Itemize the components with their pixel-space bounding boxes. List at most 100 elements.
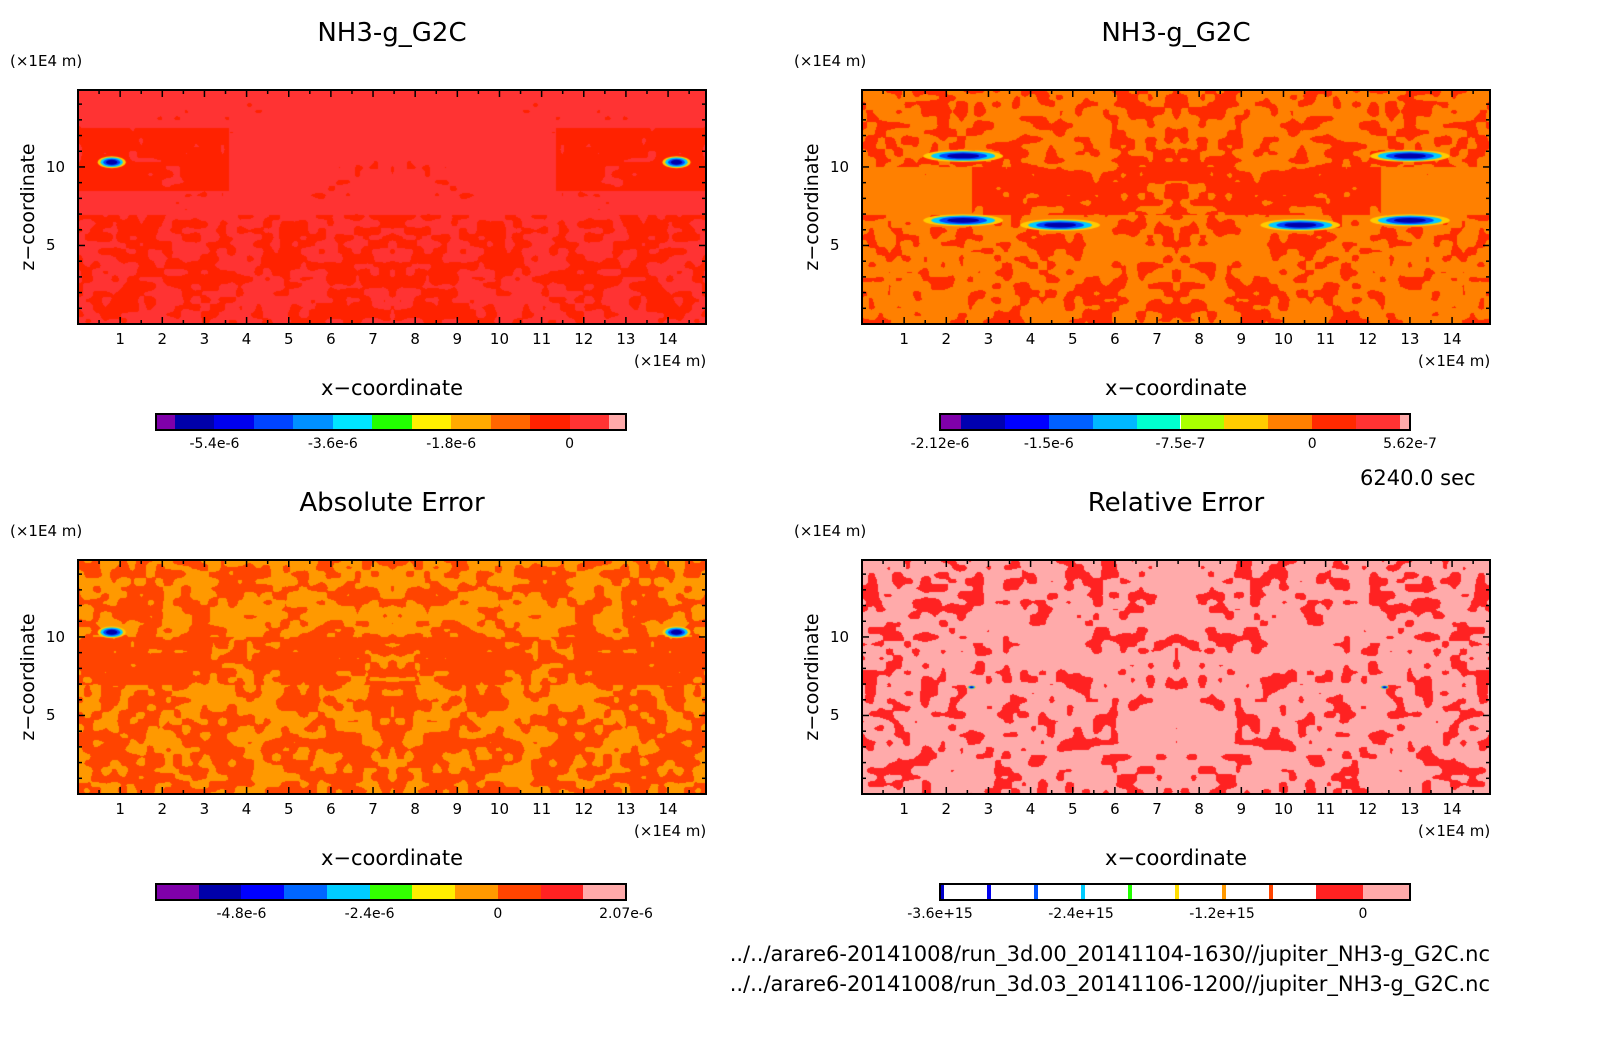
x-tick-label: 5 — [283, 800, 294, 818]
x-tick-label: 10 — [489, 800, 510, 818]
time-label: 6240.0 sec — [1360, 466, 1476, 490]
x-tick-label: 4 — [1025, 800, 1036, 818]
colorbar-tick-label: 2.07e-6 — [599, 906, 653, 922]
colorbar-segment — [1400, 414, 1410, 430]
colorbar-segment — [1356, 414, 1400, 430]
colorbar-tick-label: -4.8e-6 — [216, 906, 267, 922]
y-tick-label: 5 — [46, 706, 56, 725]
y-axis-label: z−coordinate — [17, 613, 39, 741]
colorbar-segment — [1222, 884, 1269, 900]
y-unit-label: (×1E4 m) — [794, 52, 867, 70]
x-tick-label: 6 — [326, 330, 336, 348]
x-tick-label: 2 — [941, 330, 952, 348]
x-tick-label: 14 — [658, 330, 678, 348]
x-axis-label: x−coordinate — [320, 376, 464, 400]
x-tick-label: 3 — [199, 800, 210, 818]
colorbar-segment — [490, 414, 531, 430]
contour-field — [862, 560, 1490, 794]
contour-field — [78, 90, 706, 324]
colorbar-segment — [175, 414, 215, 430]
file-path-2: ../../arare6-20141008/run_3d.03_20141106… — [729, 972, 1490, 996]
colorbar-segment — [156, 884, 199, 900]
x-tick-label: 9 — [452, 330, 463, 348]
colorbar-segment — [214, 414, 254, 430]
axis-ticks — [862, 90, 1490, 324]
x-unit-label: (×1E4 m) — [634, 822, 707, 840]
colorbar-frame — [155, 413, 627, 431]
colorbar-segment — [1136, 414, 1181, 430]
colorbar-segment — [293, 414, 333, 430]
colorbar-segment — [1316, 884, 1363, 900]
x-unit-label: (×1E4 m) — [634, 352, 707, 370]
colorbar-segment — [961, 414, 1005, 430]
x-tick-label: 3 — [983, 800, 994, 818]
colorbar-segment — [1034, 884, 1081, 900]
x-tick-label: 7 — [368, 800, 378, 818]
colorbar-tick-label: -7.5e-7 — [1155, 436, 1206, 452]
y-tick-label: 10 — [46, 627, 66, 646]
x-tick-label: 1 — [899, 800, 909, 818]
colorbar-segment — [1175, 884, 1222, 900]
x-axis-label: x−coordinate — [1104, 376, 1248, 400]
x-tick-label: 12 — [1358, 330, 1378, 348]
x-tick-label: 13 — [1400, 800, 1420, 818]
contour-field — [78, 560, 706, 794]
x-tick-label: 11 — [1316, 330, 1336, 348]
plot-frame — [77, 89, 707, 325]
colorbar-tick-label: -3.6e+15 — [907, 906, 973, 922]
x-unit-label: (×1E4 m) — [1418, 822, 1491, 840]
colorbar-tick-label: 0 — [493, 906, 503, 922]
colorbar-segment — [1269, 884, 1316, 900]
file-path-1: ../../arare6-20141008/run_3d.00_20141104… — [729, 942, 1490, 966]
colorbar-segment — [284, 884, 327, 900]
colorbar-segment — [372, 414, 412, 430]
y-tick-label: 10 — [830, 157, 850, 176]
x-tick-label: 4 — [241, 330, 252, 348]
y-unit-label: (×1E4 m) — [10, 52, 83, 70]
x-tick-label: 1 — [115, 800, 125, 818]
colorbar-segment — [1048, 414, 1093, 430]
x-tick-label: 2 — [157, 800, 168, 818]
colorbar-segment — [241, 884, 285, 900]
colorbar-frame — [939, 413, 1411, 431]
y-tick-label: 5 — [830, 706, 840, 725]
colorbar-segment — [253, 414, 294, 430]
x-tick-label: 5 — [1067, 330, 1078, 348]
y-axis-label: z−coordinate — [17, 143, 39, 271]
x-tick-label: 8 — [1194, 800, 1204, 818]
x-tick-label: 6 — [1110, 800, 1120, 818]
y-axis-label: z−coordinate — [801, 143, 823, 271]
x-tick-label: 10 — [1273, 800, 1294, 818]
x-tick-label: 9 — [1236, 330, 1247, 348]
colorbar-segment — [156, 414, 175, 430]
colorbar-segment — [411, 414, 452, 430]
plot-title: NH3-g_G2C — [1101, 18, 1251, 48]
colorbar-segment — [1312, 414, 1357, 430]
colorbar-tick-label: -1.5e-6 — [1023, 436, 1074, 452]
x-tick-label: 7 — [368, 330, 378, 348]
x-tick-label: 11 — [1316, 800, 1336, 818]
colorbar-segment — [326, 884, 370, 900]
colorbar-segment — [540, 884, 584, 900]
x-tick-label: 3 — [983, 330, 994, 348]
y-unit-label: (×1E4 m) — [794, 522, 867, 540]
colorbar-segment — [497, 884, 541, 900]
y-unit-label: (×1E4 m) — [10, 522, 83, 540]
plot-title: Absolute Error — [299, 488, 485, 518]
y-tick-label: 10 — [46, 157, 66, 176]
x-tick-label: 13 — [1400, 330, 1420, 348]
x-tick-label: 6 — [326, 800, 336, 818]
x-tick-label: 10 — [1273, 330, 1294, 348]
x-tick-label: 10 — [489, 330, 510, 348]
colorbar-segment — [1224, 414, 1269, 430]
x-tick-label: 5 — [1067, 800, 1078, 818]
plot-title: Relative Error — [1087, 488, 1265, 518]
x-tick-label: 7 — [1152, 800, 1162, 818]
colorbar-tick-label: -1.2e+15 — [1189, 906, 1255, 922]
colorbar-tick-label: 0 — [565, 436, 574, 452]
x-tick-label: 11 — [532, 800, 552, 818]
colorbar-segment — [1363, 884, 1410, 900]
colorbar-segment — [451, 414, 491, 430]
colorbar-segment — [369, 884, 413, 900]
x-tick-label: 12 — [574, 330, 594, 348]
